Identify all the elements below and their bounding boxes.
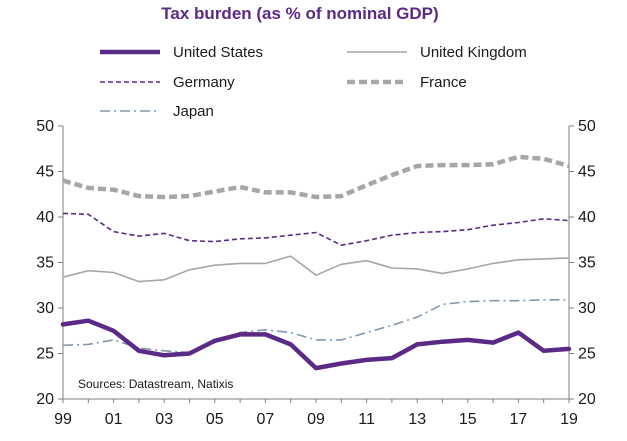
y-tick-label-left: 40 — [36, 209, 54, 226]
legend-label: United States — [173, 44, 263, 61]
series-layer — [60, 154, 572, 371]
x-tick-label: 15 — [459, 411, 477, 428]
y-tick-label-right: 45 — [578, 164, 596, 181]
x-tick-label: 17 — [510, 411, 528, 428]
y-tick-label-right: 20 — [578, 391, 596, 408]
series-line-japan — [62, 298, 569, 354]
y-tick-label-left: 50 — [36, 118, 54, 135]
x-tick-label: 99 — [54, 411, 72, 428]
series-line-united-states — [60, 318, 572, 371]
y-tick-label-left: 45 — [36, 164, 54, 181]
x-tick-label: 19 — [560, 411, 578, 428]
y-tick-label-left: 20 — [36, 391, 54, 408]
legend-label: Japan — [173, 103, 214, 120]
series-line-france — [62, 154, 570, 200]
y-tick-label-left: 25 — [36, 346, 54, 363]
x-tick-label: 05 — [206, 411, 224, 428]
x-tick-label: 03 — [155, 411, 173, 428]
y-tick-label-right: 50 — [578, 118, 596, 135]
y-tick-label-right: 30 — [578, 300, 596, 317]
series-line-united-kingdom — [62, 255, 570, 283]
x-tick-label: 11 — [358, 411, 375, 428]
legend: United States United Kingdom Germany France… — [100, 44, 527, 120]
series-line-germany — [62, 212, 570, 246]
source-note: Sources: Datastream, Natixis — [78, 377, 233, 391]
legend-label: United Kingdom — [420, 44, 527, 61]
x-tick-label: 01 — [105, 411, 123, 428]
x-tick-label: 09 — [307, 411, 325, 428]
legend-label: Germany — [173, 74, 235, 91]
chart-title: Tax burden (as % of nominal GDP) — [161, 4, 438, 23]
x-tick-label: 13 — [408, 411, 426, 428]
y-tick-label-right: 25 — [578, 346, 596, 363]
x-tick-label: 07 — [257, 411, 275, 428]
y-tick-label-right: 40 — [578, 209, 596, 226]
y-tick-label-right: 35 — [578, 255, 596, 272]
y-tick-label-left: 35 — [36, 255, 54, 272]
axes: 20 20 25 25 30 30 35 35 40 40 45 45 50 50 99 01 03 05 07 09… — [36, 118, 596, 428]
legend-label: France — [420, 74, 467, 91]
y-tick-label-left: 30 — [36, 300, 54, 317]
